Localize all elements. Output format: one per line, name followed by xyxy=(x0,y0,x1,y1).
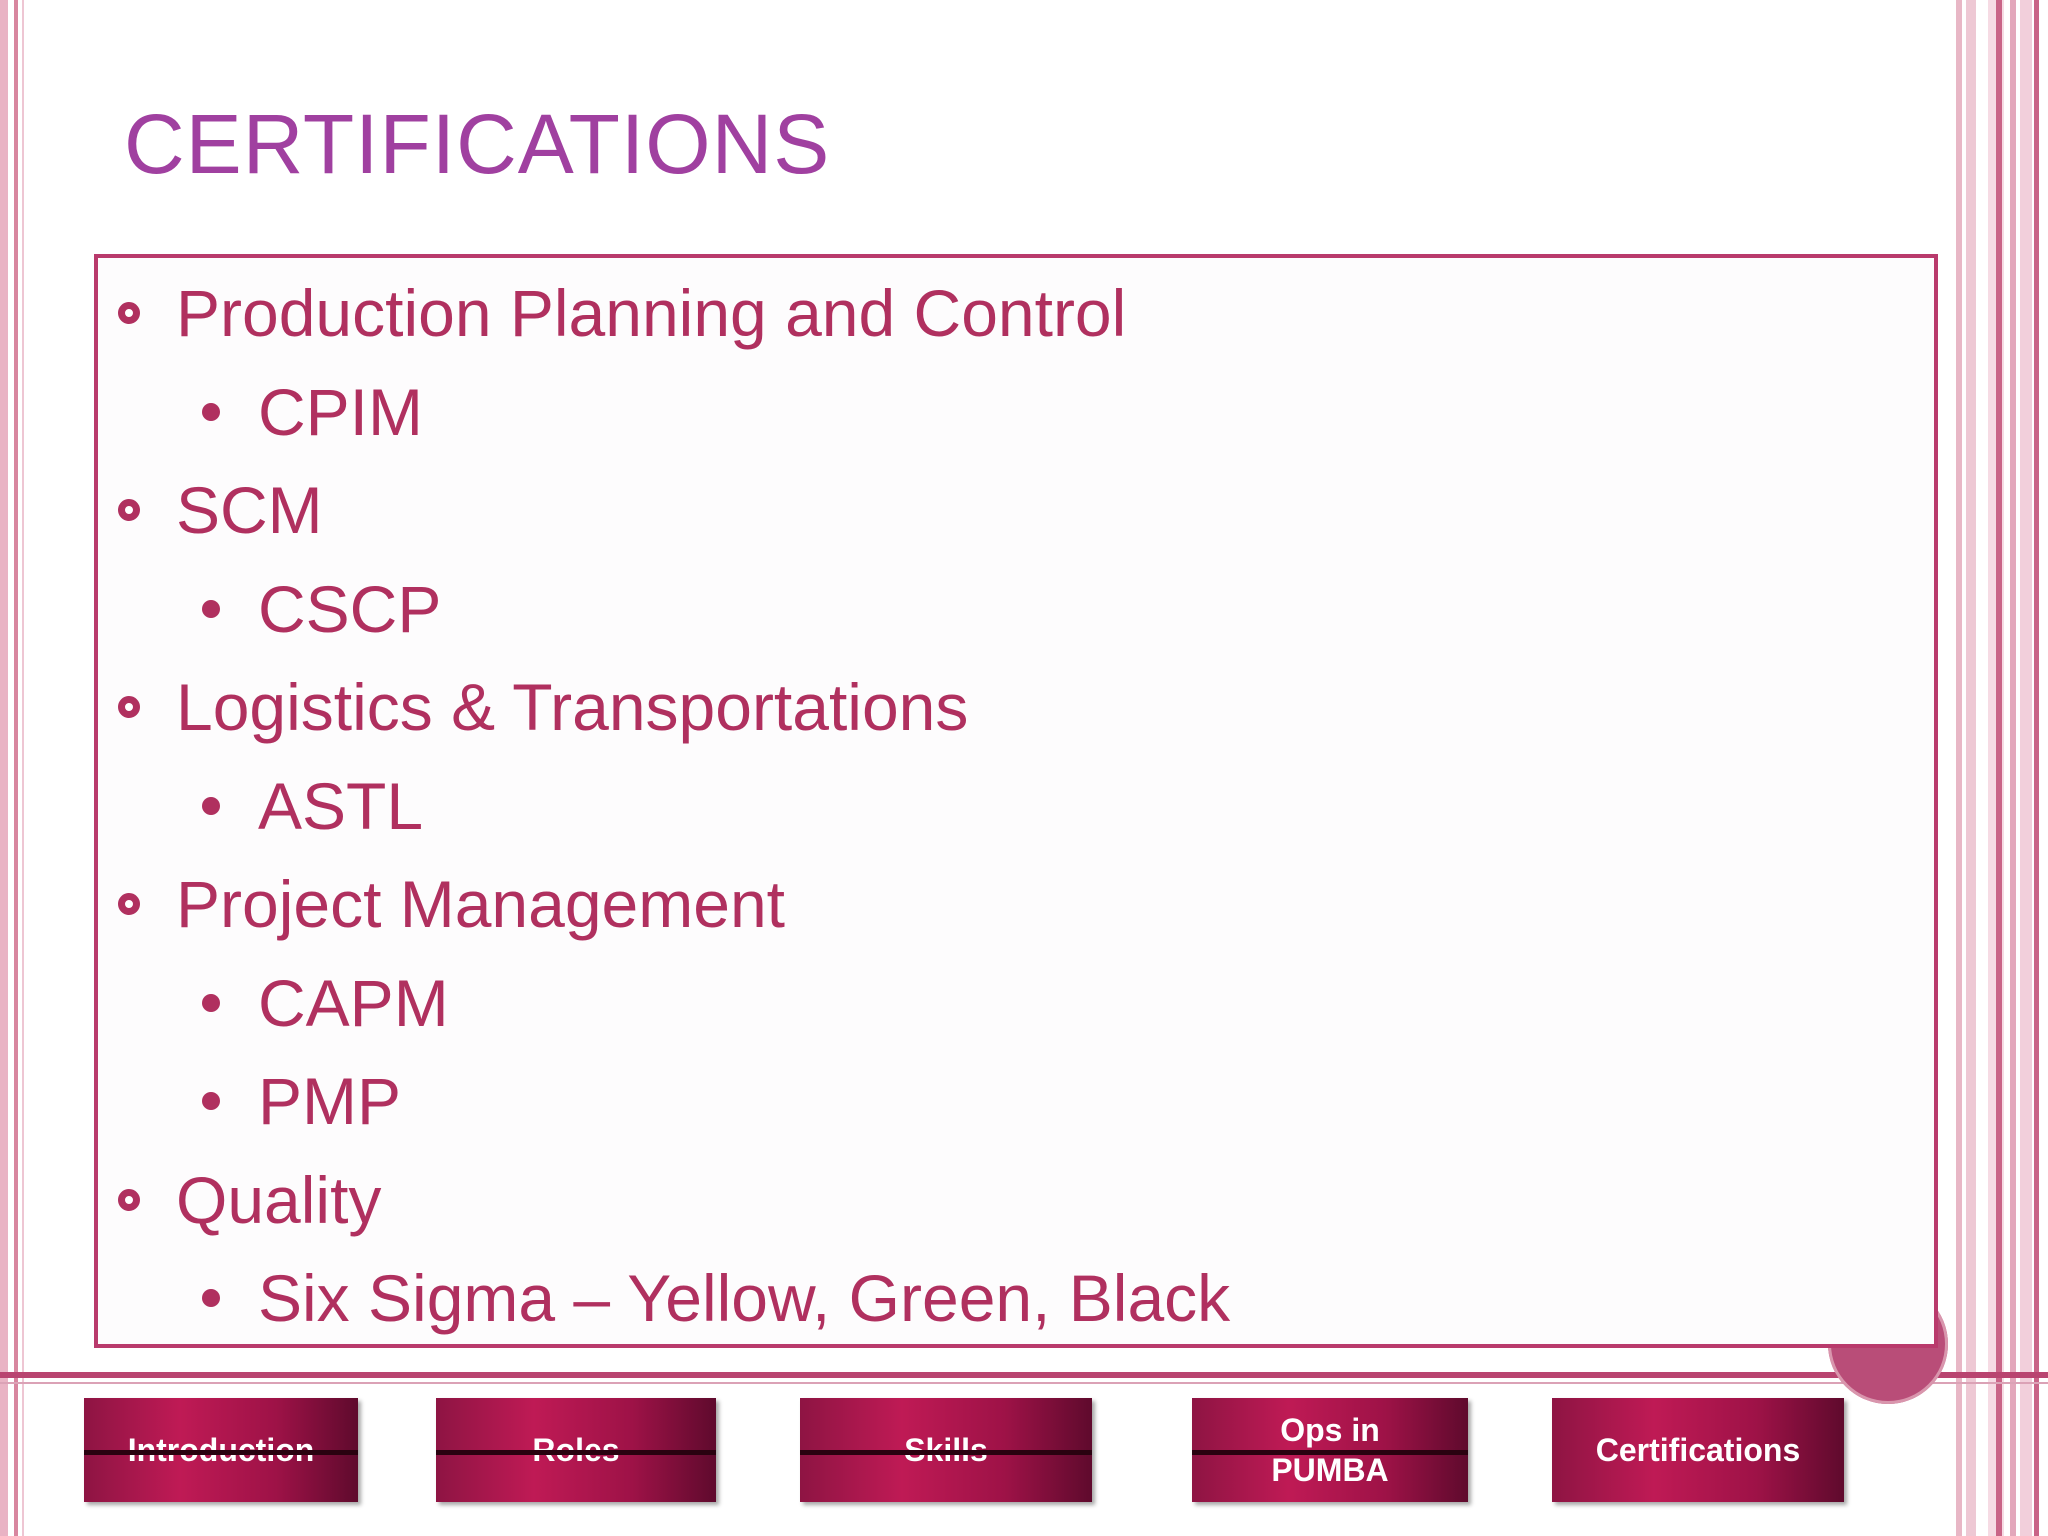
dot-bullet-icon xyxy=(202,402,220,421)
list-item-text: Project Management xyxy=(176,867,785,941)
left-border-stripe xyxy=(22,0,24,1536)
right-border-stripe xyxy=(1996,0,2002,1536)
dot-bullet-icon xyxy=(202,993,220,1012)
list-item-text: Logistics & Transportations xyxy=(176,670,969,744)
nav-button-label: PUMBA xyxy=(1271,1452,1389,1488)
right-border-stripe xyxy=(2020,0,2032,1536)
list-item-text: Six Sigma – Yellow, Green, Black xyxy=(258,1261,1231,1335)
nav-button-label: Ops in xyxy=(1280,1412,1380,1448)
ring-bullet-icon xyxy=(118,893,140,915)
nav-button-ops-in-pumba[interactable]: Ops in PUMBA xyxy=(1192,1398,1468,1502)
footer-divider-line xyxy=(0,1372,2048,1378)
nav-button-label: Skills xyxy=(904,1432,988,1468)
nav-button-label: Introduction xyxy=(127,1432,315,1468)
ring-bullet-icon xyxy=(118,499,140,521)
nav-button-skills[interactable]: Skills xyxy=(800,1398,1092,1502)
left-border-stripe xyxy=(14,0,18,1536)
dot-bullet-icon xyxy=(202,599,220,618)
content-box xyxy=(94,254,1938,1348)
footer-divider-line xyxy=(0,1382,2048,1384)
nav-button-introduction[interactable]: Introduction xyxy=(84,1398,358,1502)
list-item-text: PMP xyxy=(258,1064,402,1138)
dot-bullet-icon xyxy=(202,1092,220,1110)
nav-button-label: Certifications xyxy=(1595,1432,1801,1468)
right-border-stripe xyxy=(2034,0,2039,1536)
list-item-text: CAPM xyxy=(258,965,449,1040)
list-item-text: ASTL xyxy=(258,768,424,843)
list-item-text: Quality xyxy=(176,1162,382,1237)
list-item-text: CSCP xyxy=(258,571,442,646)
dot-bullet-icon xyxy=(202,796,220,815)
right-border-stripe xyxy=(1966,0,1976,1536)
left-border-stripe xyxy=(0,0,8,1536)
nav-button-label: Roles xyxy=(532,1432,620,1468)
bullet-list-host: Production Planning and Control CPIM SCM CS… xyxy=(94,254,1938,1348)
nav-button-roles[interactable]: Roles xyxy=(436,1398,716,1502)
dot-bullet-icon xyxy=(202,1289,220,1307)
list-item-text: CPIM xyxy=(258,374,423,449)
right-border-stripe xyxy=(1956,0,1962,1536)
right-border-stripe xyxy=(2010,0,2016,1536)
ring-bullet-icon xyxy=(118,302,140,324)
ring-bullet-icon xyxy=(118,696,140,718)
list-item-text: Production Planning and Control xyxy=(176,276,1127,350)
slide-title: CERTIFICATIONS xyxy=(124,96,831,193)
list-item-text: SCM xyxy=(176,473,323,547)
ring-bullet-icon xyxy=(118,1188,140,1211)
nav-button-certifications[interactable]: Certifications xyxy=(1552,1398,1844,1502)
